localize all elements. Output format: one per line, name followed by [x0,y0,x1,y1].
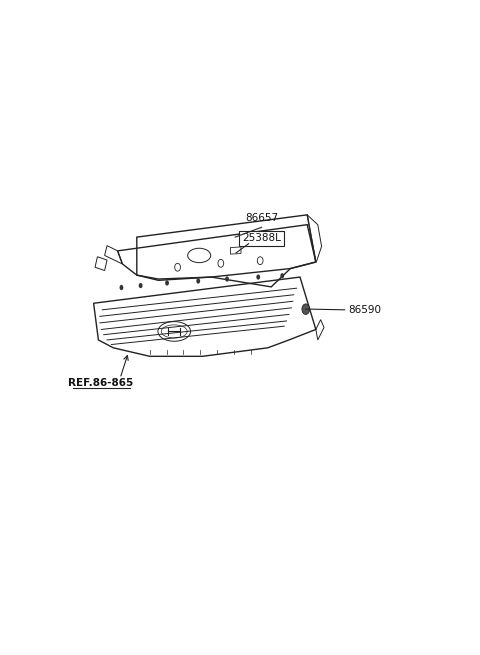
Circle shape [257,257,263,265]
Circle shape [196,278,200,284]
Circle shape [139,283,143,288]
Text: REF.86-865: REF.86-865 [68,377,133,388]
Circle shape [280,273,284,278]
Circle shape [120,285,123,290]
Text: 25388L: 25388L [242,233,281,244]
Text: 86590: 86590 [348,305,381,315]
Circle shape [218,259,224,267]
Circle shape [165,280,169,286]
Circle shape [256,274,260,280]
Circle shape [302,304,310,314]
Circle shape [225,276,229,282]
Text: 86657: 86657 [245,213,278,223]
Circle shape [175,263,180,271]
